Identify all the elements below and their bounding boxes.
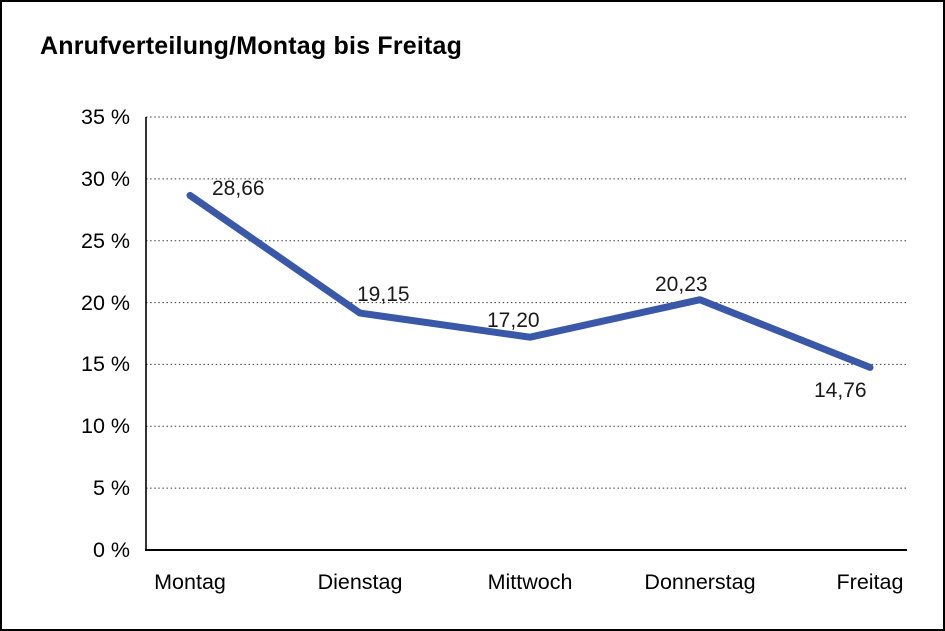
x-axis-category-label: Montag (154, 570, 226, 594)
data-point-label: 14,76 (814, 379, 867, 403)
x-axis-category-label: Dienstag (317, 570, 403, 594)
y-axis-tick-label: 35 % (80, 105, 130, 129)
data-point-label: 17,20 (487, 309, 540, 333)
x-axis-category-label: Freitag (836, 570, 904, 594)
chart-title: Anrufverteilung/Montag bis Freitag (40, 32, 463, 60)
y-axis-tick-label: 0 % (92, 538, 130, 562)
x-axis-category-label: Donnerstag (644, 570, 756, 594)
y-axis-tick-label: 20 % (80, 290, 130, 315)
data-point-label: 19,15 (357, 283, 410, 307)
y-axis-tick-label: 5 % (92, 476, 130, 501)
y-axis-tick-label: 15 % (80, 352, 130, 377)
y-axis-tick-label: 10 % (80, 414, 130, 439)
y-axis-tick-label: 30 % (80, 166, 130, 191)
data-point-label: 28,66 (212, 177, 265, 201)
y-axis-tick-label: 25 % (80, 228, 130, 253)
x-axis-category-label: Mittwoch (487, 570, 573, 594)
data-point-label: 20,23 (655, 272, 708, 296)
